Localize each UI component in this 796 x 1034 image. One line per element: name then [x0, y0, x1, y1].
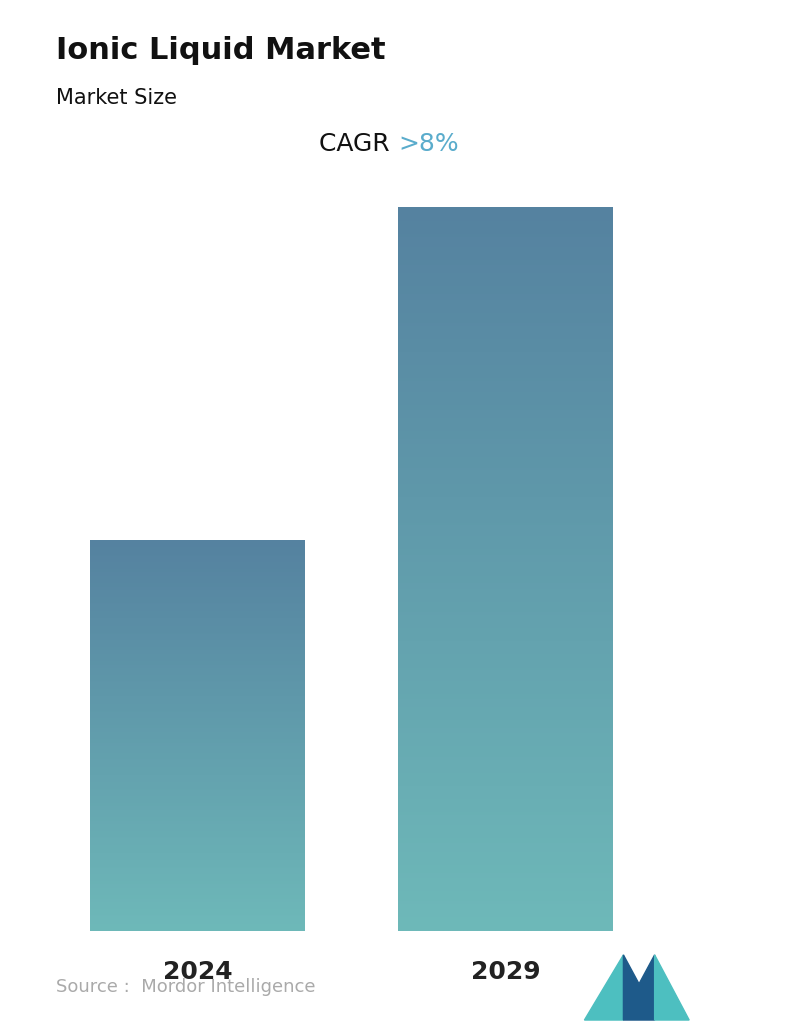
- Polygon shape: [654, 955, 689, 1020]
- Polygon shape: [623, 955, 654, 1020]
- Text: 2024: 2024: [162, 960, 232, 983]
- Text: Market Size: Market Size: [56, 88, 177, 108]
- Text: >8%: >8%: [398, 132, 458, 156]
- Polygon shape: [584, 955, 623, 1020]
- Text: Source :  Mordor Intelligence: Source : Mordor Intelligence: [56, 978, 315, 997]
- Text: Ionic Liquid Market: Ionic Liquid Market: [56, 36, 385, 65]
- Text: CAGR: CAGR: [319, 132, 398, 156]
- Text: 2029: 2029: [470, 960, 540, 983]
